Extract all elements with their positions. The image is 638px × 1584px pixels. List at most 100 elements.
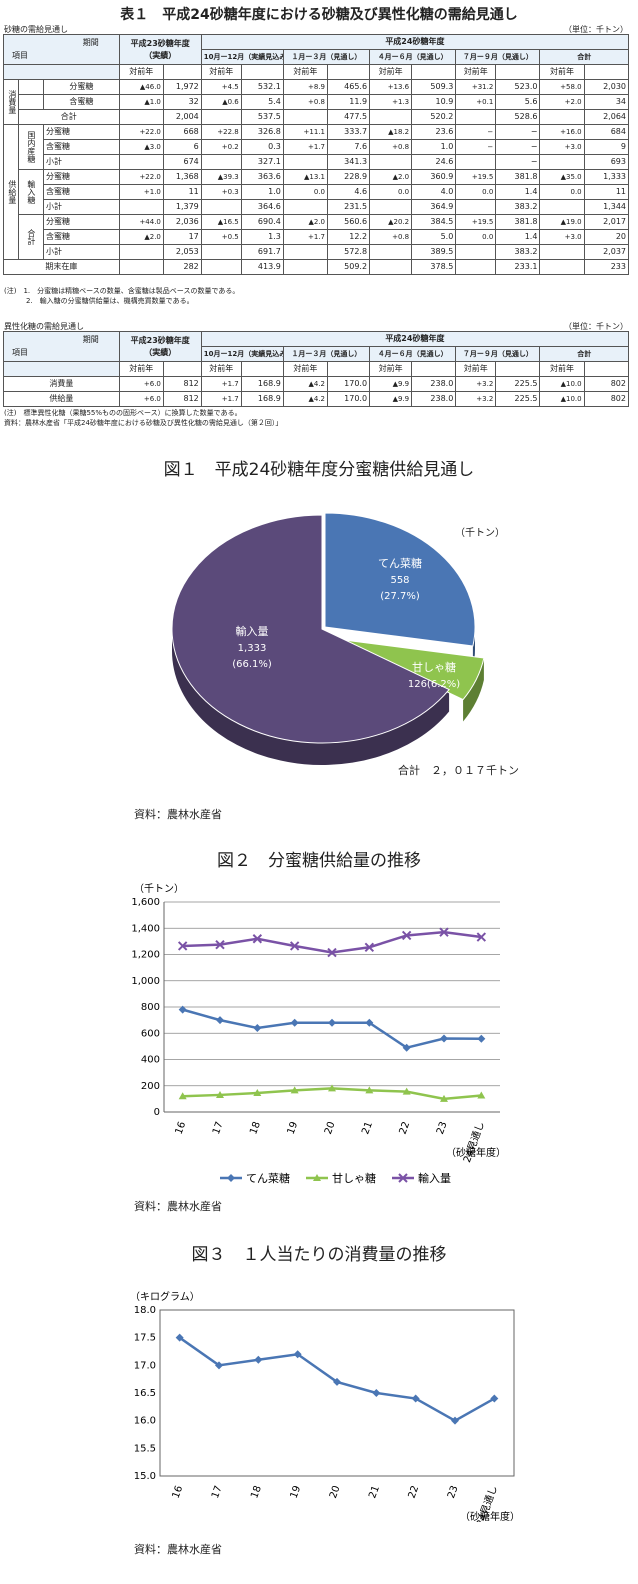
value-cell: 168.9 xyxy=(240,391,284,407)
t2-q1-header: 10月ー12月（実績見込み） xyxy=(200,346,284,362)
spacer-cell xyxy=(3,361,120,377)
value-cell: 2,036 xyxy=(162,214,202,230)
fig1-total: 合計 ２，０１７千トン xyxy=(398,764,519,777)
table2-unit: （単位：千トン） xyxy=(564,322,628,331)
yoy-cell: ▲4.2 xyxy=(282,376,328,392)
yoy-cell: +0.3 xyxy=(200,184,242,200)
table-row: 供給量 国内産糖 分蜜糖 +22.0 668 +22.8 326.8 +11.1 333.7 ▲1… xyxy=(3,124,630,260)
yoy-cell xyxy=(539,199,585,215)
value-cell: − xyxy=(495,124,541,140)
value-cell: 341.3 xyxy=(326,154,371,170)
yoy-cell: ▲9.9 xyxy=(369,391,413,407)
x-axis-label: （砂糖年度） xyxy=(460,1510,520,1522)
yoy-cell: +31.2 xyxy=(455,79,497,95)
yoy-cell: +3.0 xyxy=(539,139,585,155)
value-cell: 5.6 xyxy=(495,94,541,110)
slice-value: 1,333 xyxy=(238,643,267,654)
pie-label: てん菜糖 558 (27.7%) xyxy=(378,556,422,602)
row-label: 合計 xyxy=(17,109,120,125)
yoy-cell: +44.0 xyxy=(118,214,164,230)
point-marker xyxy=(216,1016,224,1025)
point-marker xyxy=(313,1174,321,1181)
yoy-cell: 0.0 xyxy=(282,184,328,200)
value-cell: 17 xyxy=(162,229,202,245)
value-cell: 381.8 xyxy=(495,169,541,185)
t2-h23-header: 平成23砂糖年度 （実績） xyxy=(118,331,202,362)
yoy-cell xyxy=(539,109,585,125)
y-tick-label: 0 xyxy=(154,1107,160,1118)
yoy-cell: ▲4.2 xyxy=(282,391,328,407)
legend-entry: てん菜糖 xyxy=(220,1171,290,1185)
pie-slice xyxy=(324,512,476,647)
point-marker xyxy=(476,932,487,942)
value-cell: 690.4 xyxy=(240,214,284,230)
value-cell: − xyxy=(495,139,541,155)
t2-q4-header: ７月ー９月（見通し） xyxy=(455,346,541,362)
yoy-cell: +11.1 xyxy=(282,124,328,140)
fig1-unit: （千トン） xyxy=(455,528,505,539)
point-marker xyxy=(477,1091,486,1099)
yoy-header: 対前年 xyxy=(118,361,164,377)
value-cell: 170.0 xyxy=(326,391,371,407)
y-tick-label: 200 xyxy=(141,1081,160,1092)
group-consume: 消費量 xyxy=(3,79,19,125)
value-cell: 360.9 xyxy=(411,169,457,185)
table-row: 含蜜糖 +1.0 11 +0.3 1.0 0.0 4.6 0.0 4.0 0.0 1.4 0.0 11 xyxy=(4,184,630,200)
y-tick-label: 16.5 xyxy=(134,1388,156,1399)
consumption-line-chart: （キログラム） 15.0 15.5 16.0 16.5 17.0 17.5 18.0 16 17 1… xyxy=(130,1290,520,1522)
value-cell: 364.9 xyxy=(411,199,457,215)
legend-entry: 輸入量 xyxy=(392,1171,451,1185)
point-marker xyxy=(215,1361,223,1370)
yoy-cell: +0.8 xyxy=(369,229,413,245)
point-marker xyxy=(333,1377,341,1386)
yoy-cell: +0.8 xyxy=(369,139,413,155)
value-cell: 20 xyxy=(583,229,630,245)
table1-note2: 2. 輸入糖の分蜜糖供給量は、機構売買数量である。 xyxy=(26,297,194,305)
t2-q2-header: １月ー３月（見通し） xyxy=(282,346,371,362)
point-marker xyxy=(328,1018,336,1027)
blank-cell xyxy=(240,64,284,80)
value-cell: 1.3 xyxy=(240,229,284,245)
point-marker xyxy=(365,1018,374,1027)
series-main xyxy=(175,1333,499,1425)
table-row: 合計 2,004 537.5 477.5 520.2 528.6 2,064 xyxy=(4,109,630,125)
table-row: 供給量 +6.0 812 +1.7 168.9 ▲4.2 170.0 ▲9.9 238.0 +3.… xyxy=(3,391,630,407)
point-marker xyxy=(177,941,188,951)
yoy-cell: ▲2.0 xyxy=(282,214,328,230)
x-tick-label: 17 xyxy=(211,1120,226,1136)
table1-unit: （単位：千トン） xyxy=(564,25,628,34)
point-marker xyxy=(175,1333,184,1342)
yoy-cell xyxy=(539,154,585,170)
yoy-cell: ▲16.5 xyxy=(200,214,242,230)
blank-cell xyxy=(495,361,541,377)
point-marker xyxy=(451,1416,459,1425)
table2-note1: (注) 標準異性化糖（果糖55%ものの固形ベース）に換算した数量である。 xyxy=(4,409,242,417)
value-cell: − xyxy=(495,154,541,170)
row-label: 分蜜糖 xyxy=(42,79,120,95)
row-label: 分蜜糖 xyxy=(42,214,120,230)
yoy-cell xyxy=(539,259,585,275)
row-label: 供給量 xyxy=(3,391,120,407)
value-cell: 7.6 xyxy=(326,139,371,155)
series-line xyxy=(182,1008,482,1050)
yoy-cell: ▲19.0 xyxy=(539,214,585,230)
x-tick-label: 23 xyxy=(435,1120,450,1136)
point-marker xyxy=(253,1024,262,1032)
yoy-cell: − xyxy=(455,124,497,140)
pie-label: 甘しゃ糖 126(6.2%) xyxy=(408,660,460,690)
value-cell: 5.0 xyxy=(411,229,457,245)
yoy-cell: +13.6 xyxy=(369,79,413,95)
point-marker xyxy=(290,1018,299,1027)
row-label: 消費量 xyxy=(3,376,120,392)
t2-period-item-header: 期間 項目 xyxy=(3,331,120,362)
point-marker xyxy=(440,1034,448,1043)
row-label: 含蜜糖 xyxy=(42,94,120,110)
row-label: 分蜜糖 xyxy=(42,169,120,185)
t2-total-header: 合計 xyxy=(539,346,629,362)
value-cell: 1,379 xyxy=(162,199,202,215)
spacer-cell xyxy=(3,64,120,80)
yoy-cell: ▲39.3 xyxy=(200,169,242,185)
point-marker xyxy=(289,941,300,951)
value-cell: 11.9 xyxy=(326,94,371,110)
yoy-cell xyxy=(118,109,164,125)
